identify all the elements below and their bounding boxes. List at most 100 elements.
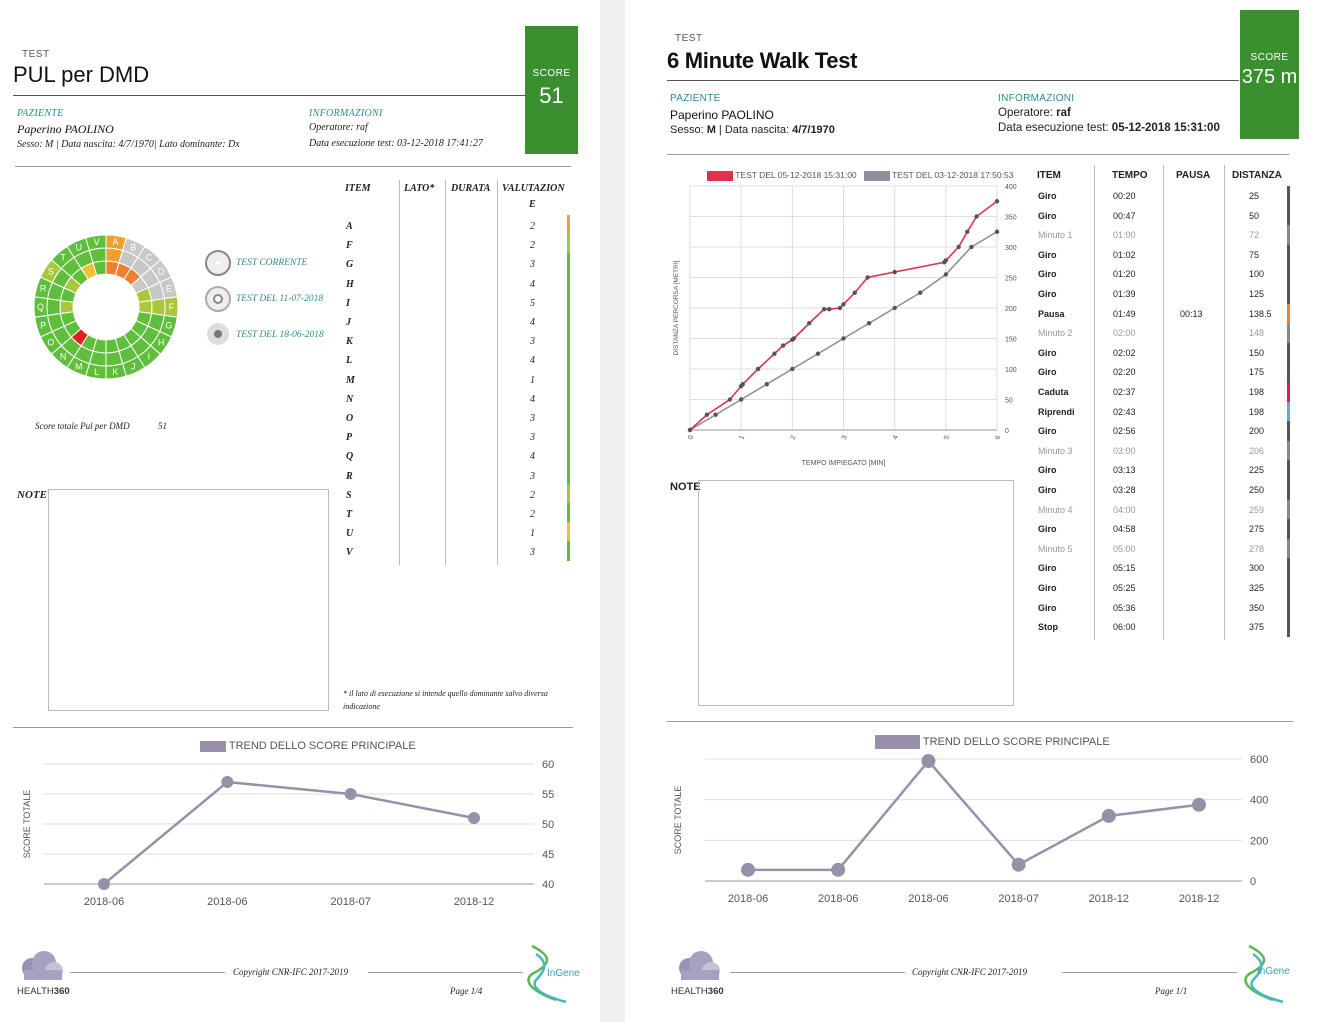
pul-row-color-bar: [567, 387, 570, 407]
exec-date: Data esecuzione test: 03-12-2018 17:41:2…: [309, 138, 483, 149]
walk-row-color-bar: [1287, 617, 1290, 637]
col-item: ITEM: [1037, 170, 1061, 181]
walk-x-label: TEMPO IMPIEGATO [MIN]: [802, 460, 886, 467]
trend-line: [748, 759, 1200, 872]
walk-row-color-bar: [1287, 538, 1290, 559]
walk-series-point: [841, 336, 846, 341]
trend-legend-swatch: [200, 740, 226, 752]
copyright: Copyright CNR-IFC 2017-2019: [912, 967, 1027, 977]
walk-row-time: 02:00: [1113, 328, 1136, 339]
walk-row-time: 00:20: [1113, 191, 1136, 201]
pul-row-item: I: [346, 297, 350, 309]
walk-row-item: Giro: [1038, 347, 1057, 358]
footnote: * il lato di esecuzione si intende quell…: [343, 689, 548, 711]
legend-current: TEST CORRENTE: [236, 258, 308, 268]
current-test-marker: [205, 250, 231, 276]
walk-row-distance: 300: [1249, 563, 1265, 574]
trend-point: [1101, 808, 1116, 823]
walk-x-tick: 5: [943, 435, 951, 441]
walk-row-distance: 375: [1249, 622, 1265, 633]
walk-distance-chart: 0 50 100 150 200 250 300 350 400 0 1 2 3 4 5 6 TEMPO IMP…: [673, 184, 1017, 467]
trend-point: [468, 812, 480, 824]
page-number: Page 1/1: [1155, 986, 1188, 996]
trend-x-tick: 2018-07: [330, 896, 370, 908]
walk-series-point: [969, 244, 974, 250]
health360-logo: HEALTH360: [17, 986, 70, 997]
trend-point: [221, 776, 234, 788]
trend-y-tick: 45: [542, 849, 554, 861]
walk-row-color-bar: [1287, 205, 1290, 226]
pul-row-score: 5: [530, 297, 535, 309]
pul-row-item: L: [346, 355, 353, 367]
pul-row-color-bar: [567, 272, 570, 292]
operator: Operatore: raf: [998, 107, 1071, 119]
pul-row-score: 4: [530, 278, 535, 290]
walk-y-tick: 200: [1005, 306, 1017, 313]
legend-test-2: TEST DEL 11-07-2018: [236, 294, 324, 304]
walk-row-distance: 150: [1249, 347, 1265, 358]
walk-row-item: Giro: [1038, 367, 1057, 378]
walk-row-item: Giro: [1038, 191, 1057, 201]
walk-series-point: [755, 366, 761, 372]
walk-row-distance: 225: [1249, 465, 1265, 476]
page-title: PUL per DMD: [13, 62, 150, 87]
walk-row-color-bar: [1287, 558, 1290, 578]
walk-row-time: 06:00: [1113, 622, 1136, 633]
walk-y-label: DISTANZA PERCORSA [METRI]: [673, 260, 680, 355]
walk-row-time: 03:00: [1113, 445, 1136, 456]
patient-name: Paperino PAOLINO: [670, 108, 774, 122]
walk-row-item: Stop: [1038, 622, 1058, 633]
pul-row-score: 4: [530, 393, 535, 405]
walk-row-distance: 325: [1249, 583, 1265, 593]
logo-360: 360: [53, 986, 70, 997]
walk-row-item: Minuto 4: [1038, 504, 1073, 515]
walk-series-point: [738, 397, 744, 402]
walk-x-tick: 4: [892, 435, 900, 441]
walk-row-distance: 200: [1249, 426, 1265, 437]
wheel-label-b: B: [130, 242, 136, 252]
walk-series-point: [764, 382, 769, 387]
trend-x-tick: 2018-06: [84, 896, 124, 908]
wheel-label-t: T: [60, 252, 66, 262]
patient-details: Sesso: M | Data nascita: 4/7/1970| Lato …: [17, 139, 240, 150]
walk-row-time: 01:20: [1113, 269, 1136, 280]
walk-row-distance: 259: [1249, 504, 1265, 515]
walk-row-time: 04:58: [1113, 524, 1136, 535]
walk-row-distance: 250: [1249, 485, 1265, 495]
walk-row-color-bar: [1287, 597, 1290, 618]
operator: Operatore: raf: [309, 122, 368, 133]
test-2-marker: [205, 286, 231, 312]
walk-row-item: Minuto 1: [1038, 230, 1073, 241]
walk-series-point: [704, 412, 710, 417]
ingene-logo: InGene: [547, 968, 580, 979]
col-lato: LATO*: [404, 183, 435, 194]
walk-series-point: [713, 412, 718, 417]
col-item: ITEM: [345, 183, 371, 194]
pul-row-color-bar: [567, 503, 570, 523]
copyright: Copyright CNR-IFC 2017-2019: [233, 967, 348, 977]
trend-x-tick: 2018-07: [998, 893, 1038, 905]
pul-row-score: 2: [530, 240, 535, 252]
wheel-label-s: S: [48, 267, 54, 277]
note-box[interactable]: [48, 489, 329, 711]
wheel-label-g: G: [165, 320, 172, 330]
note-box[interactable]: [698, 480, 1014, 706]
walk-row-time: 03:28: [1113, 485, 1136, 495]
pul-row-color-bar: [567, 215, 570, 235]
walk-legend: TEST DEL 05-12-2018 15:31:00 TEST DEL 03…: [707, 170, 1013, 181]
trend-x-tick: 2018-06: [818, 893, 858, 905]
pul-row-item: K: [346, 336, 353, 348]
walk-series-point: [918, 290, 923, 295]
page-number: Page 1/4: [450, 986, 483, 996]
pul-row-score: 4: [530, 451, 535, 463]
logo-health: HEALTH: [671, 986, 708, 997]
trend-y-tick: 200: [1250, 835, 1268, 847]
wheel-label-p: P: [40, 320, 46, 330]
wheel-label-q: Q: [37, 302, 44, 312]
walk-y-tick: 100: [1005, 367, 1017, 374]
pul-row-color-bar: [567, 407, 570, 427]
walk-row-time: 01:02: [1113, 249, 1136, 260]
wheel-sector-v-ring-3: [85, 234, 107, 251]
walk-series-point: [965, 229, 970, 234]
trend-x-tick: 2018-06: [728, 893, 768, 905]
